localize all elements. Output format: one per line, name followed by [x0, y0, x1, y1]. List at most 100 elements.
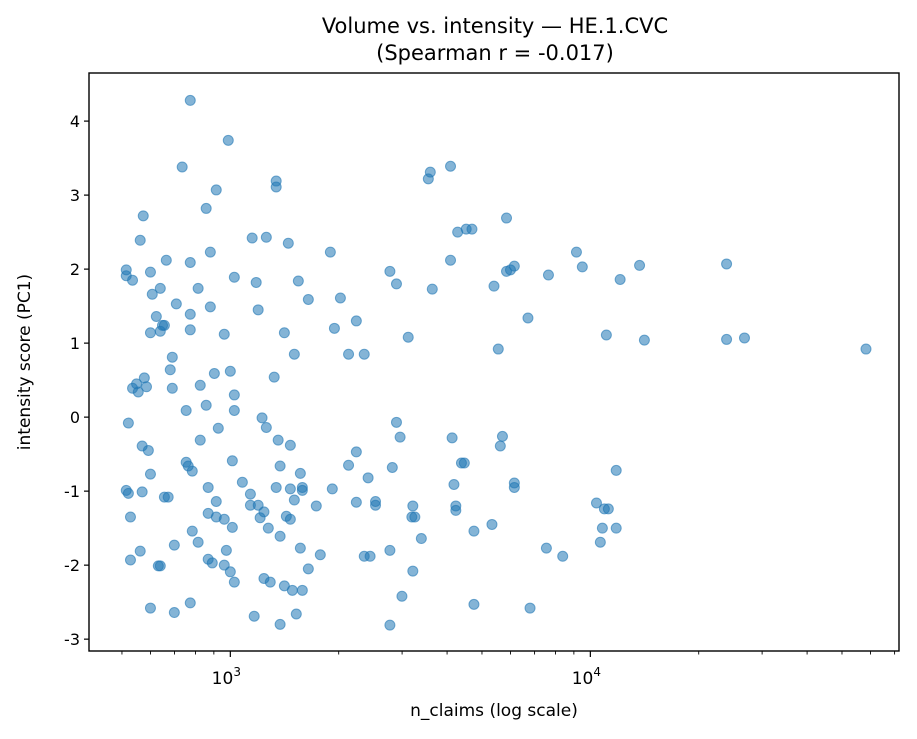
data-point — [610, 522, 622, 534]
data-point — [638, 334, 650, 346]
data-point — [296, 584, 308, 596]
data-point — [202, 481, 214, 493]
data-point — [138, 372, 150, 384]
data-point — [180, 404, 192, 416]
x-axis: 103 104 — [121, 651, 896, 689]
data-point — [407, 500, 419, 512]
data-point — [274, 460, 286, 472]
data-point — [294, 467, 306, 479]
data-point — [168, 539, 180, 551]
data-point — [210, 496, 222, 508]
y-tick-label: 2 — [70, 260, 80, 279]
data-point — [384, 619, 396, 631]
data-point — [127, 274, 139, 286]
y-tick-label: 3 — [70, 186, 80, 205]
data-point — [501, 212, 513, 224]
chart-subtitle: (Spearman r = -0.017) — [376, 41, 614, 65]
data-point — [140, 381, 152, 393]
data-point — [524, 602, 536, 614]
data-point — [192, 536, 204, 548]
x-axis-label: n_claims (log scale) — [410, 701, 578, 721]
data-point — [396, 590, 408, 602]
data-point — [610, 464, 622, 476]
data-point — [292, 275, 304, 287]
data-point — [200, 399, 212, 411]
data-point — [176, 161, 188, 173]
data-point — [468, 525, 480, 537]
data-point — [184, 308, 196, 320]
data-point — [364, 550, 376, 562]
data-point — [343, 459, 355, 471]
data-point — [184, 94, 196, 106]
data-point — [184, 256, 196, 268]
data-point — [144, 602, 156, 614]
y-tick-label: 4 — [70, 112, 80, 131]
data-point — [390, 416, 402, 428]
data-point — [246, 232, 258, 244]
data-point — [296, 484, 308, 496]
data-point — [184, 324, 196, 336]
data-point — [448, 478, 460, 490]
data-point — [590, 497, 602, 509]
data-point — [200, 202, 212, 214]
data-point — [270, 181, 282, 193]
data-point — [132, 386, 144, 398]
data-point — [282, 237, 294, 249]
data-point — [158, 319, 170, 331]
data-point — [166, 382, 178, 394]
data-point — [415, 533, 427, 545]
data-point — [122, 487, 134, 499]
data-point — [328, 322, 340, 334]
data-point — [496, 430, 508, 442]
data-point — [154, 282, 166, 294]
data-point — [494, 440, 506, 452]
data-point — [284, 439, 296, 451]
data-point — [302, 563, 314, 575]
data-point — [258, 506, 270, 518]
data-point — [210, 184, 222, 196]
chart-title: Volume vs. intensity — HE.1.CVC — [322, 14, 668, 38]
data-point — [384, 265, 396, 277]
data-point — [570, 246, 582, 258]
data-point — [407, 565, 419, 577]
data-point — [288, 494, 300, 506]
data-point — [334, 292, 346, 304]
y-tick-label: -2 — [64, 556, 80, 575]
data-point — [222, 134, 234, 146]
data-point — [326, 483, 338, 495]
data-point — [244, 488, 256, 500]
data-point — [142, 444, 154, 456]
data-point — [226, 521, 238, 533]
data-point — [160, 254, 172, 266]
data-point — [542, 269, 554, 281]
data-point — [602, 503, 614, 515]
data-point — [274, 530, 286, 542]
data-point — [146, 288, 158, 300]
data-point — [596, 522, 608, 534]
data-point — [144, 468, 156, 480]
data-point — [738, 332, 750, 344]
data-point — [350, 446, 362, 458]
data-point — [386, 461, 398, 473]
data-point — [124, 511, 136, 523]
data-point — [424, 166, 436, 178]
data-point — [218, 513, 230, 525]
data-point — [168, 607, 180, 619]
data-point — [228, 576, 240, 588]
data-point — [634, 259, 646, 271]
data-point — [350, 315, 362, 327]
plot-frame — [88, 72, 900, 652]
data-point — [164, 364, 176, 376]
data-point — [252, 304, 264, 316]
data-point — [224, 365, 236, 377]
data-point — [288, 348, 300, 360]
data-point — [600, 329, 612, 341]
data-point — [154, 560, 166, 572]
data-point — [184, 597, 196, 609]
data-point — [540, 542, 552, 554]
data-point — [150, 310, 162, 322]
data-point — [186, 465, 198, 477]
data-point — [390, 278, 402, 290]
data-point — [280, 510, 292, 522]
